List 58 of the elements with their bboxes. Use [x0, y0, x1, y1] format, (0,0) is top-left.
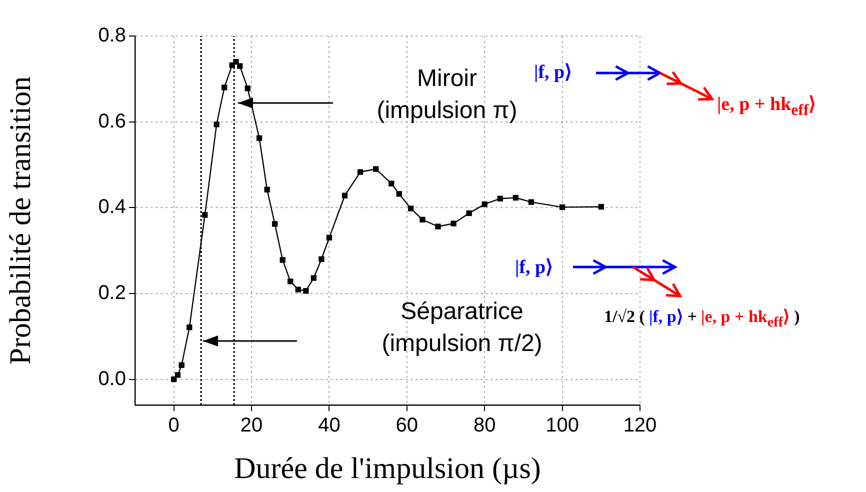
x-tick-label: 60 — [396, 414, 418, 437]
point — [357, 169, 364, 175]
x-tick-label: 100 — [546, 414, 579, 437]
point — [512, 194, 519, 201]
annotation: Séparatrice (impulsion π/2) — [382, 297, 542, 360]
point — [408, 206, 414, 212]
text: ) — [794, 306, 800, 328]
point — [303, 288, 309, 294]
x-tick-label: 80 — [473, 414, 496, 437]
point — [280, 257, 286, 263]
y-tick-label: 0.4 — [98, 196, 126, 218]
point — [318, 256, 324, 262]
text: + — [687, 306, 698, 328]
point — [178, 362, 184, 368]
point — [342, 192, 348, 198]
point — [288, 278, 294, 284]
point — [598, 204, 604, 210]
point — [435, 224, 441, 230]
x-tick-label: 120 — [623, 414, 657, 437]
point — [174, 372, 181, 378]
y-axis-title: Probabilité de transition — [4, 76, 37, 365]
point — [326, 234, 332, 240]
point — [420, 216, 426, 222]
point — [373, 166, 379, 172]
x-axis-title: Durée de l'impulsion (µs) — [234, 452, 541, 485]
point — [295, 286, 301, 292]
annotation: |f, p⟩ — [534, 61, 572, 85]
annotation: 1/√2 ( — [604, 306, 645, 328]
point — [244, 86, 250, 92]
y-tick-label: 0.6 — [98, 110, 126, 132]
text: |e, p + hk$_{eff}$⟩ — [717, 93, 816, 121]
point — [237, 63, 243, 69]
point — [396, 191, 402, 197]
y-tick-label: 0.0 — [98, 368, 126, 390]
x-tick-label: 40 — [318, 414, 340, 437]
point — [264, 186, 270, 192]
point — [559, 204, 566, 210]
point — [310, 275, 317, 281]
point — [482, 201, 488, 208]
text: |f, p⟩ — [648, 306, 684, 328]
point — [202, 212, 208, 218]
point — [186, 324, 192, 330]
point — [222, 84, 228, 90]
point — [466, 210, 472, 216]
point — [256, 135, 262, 141]
y-tick-label: 0.8 — [98, 24, 126, 47]
point — [214, 122, 220, 128]
point — [272, 221, 278, 227]
point — [388, 180, 394, 186]
annotation: Miroir (impulsion π) — [376, 64, 518, 126]
x-tick-label: 0 — [168, 414, 180, 437]
point — [528, 199, 534, 205]
annotation: |f, p⟩ — [515, 256, 553, 280]
point — [450, 220, 456, 226]
point — [497, 196, 503, 202]
y-tick-label: 0.2 — [98, 282, 126, 304]
x-tick-label: 20 — [240, 414, 263, 437]
text: |e, p + hk$_{eff}$⟩ — [701, 306, 790, 332]
